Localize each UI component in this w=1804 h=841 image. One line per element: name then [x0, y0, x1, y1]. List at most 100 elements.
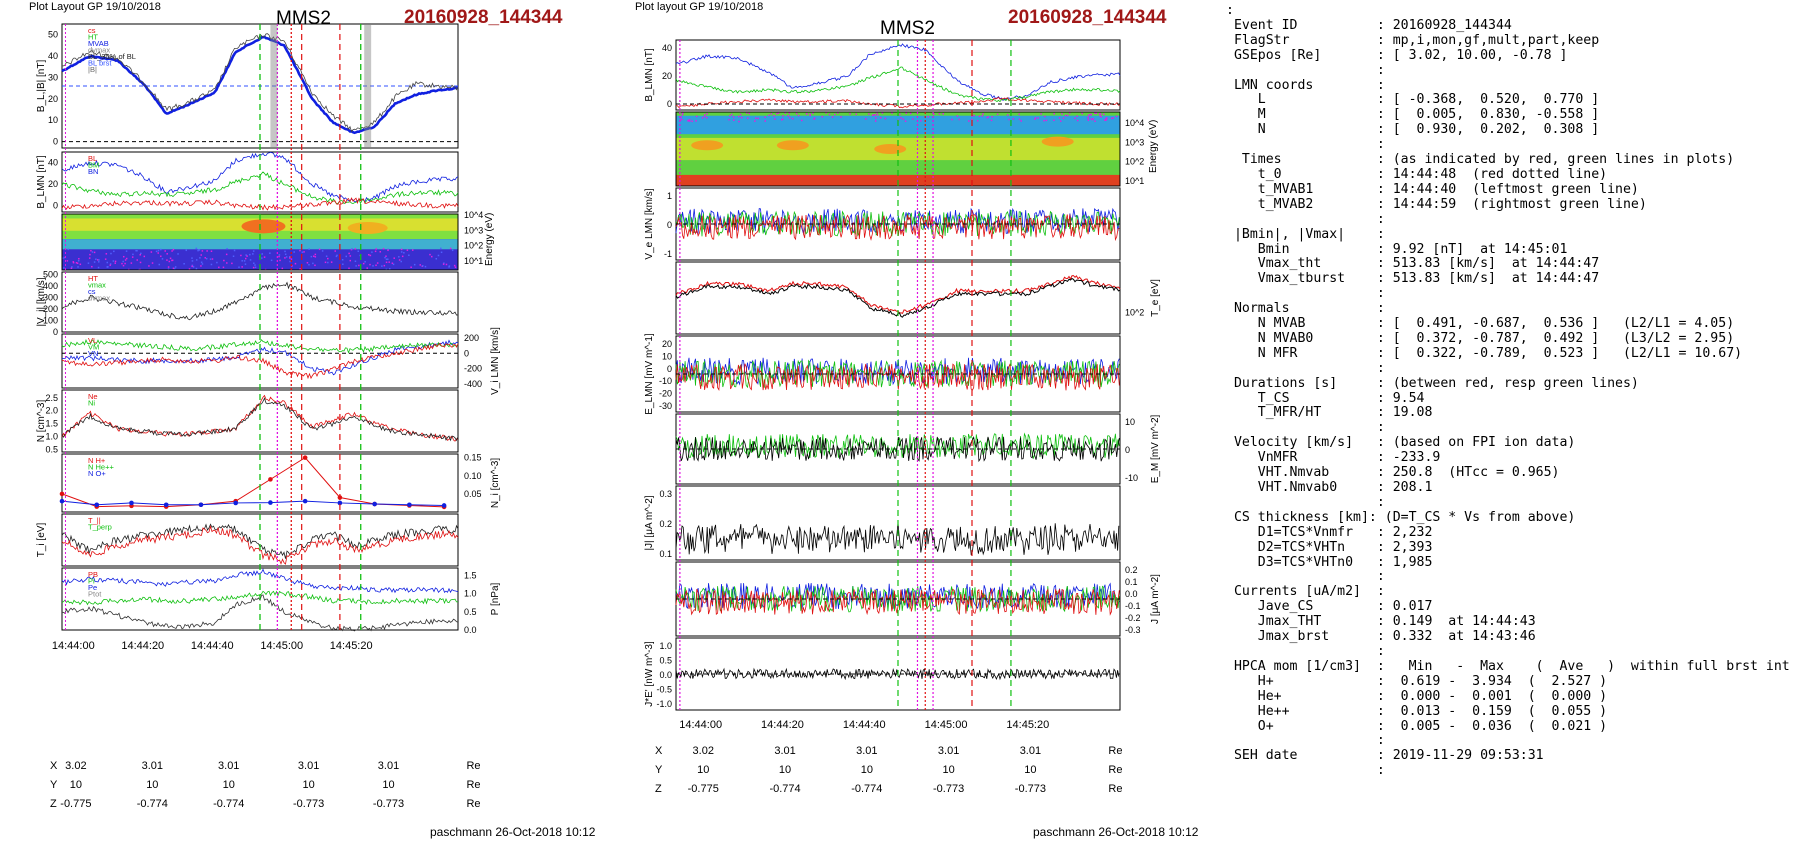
- summary-line: He++ : 0.013 - 0.159 ( 0.055 ): [1226, 703, 1608, 719]
- legend-entry: Pe: [88, 583, 97, 592]
- spectrogram-speck: [768, 114, 770, 117]
- spectrogram-speck: [990, 119, 993, 122]
- y-axis-label: |J| [μA m^-2]: [644, 495, 655, 550]
- spectrogram-speck: [306, 262, 309, 264]
- summary-line: M : [ 0.005, 0.830, -0.558 ]: [1226, 107, 1600, 123]
- y-axis-label: T_e [eV]: [1150, 279, 1161, 317]
- y-axis-label: J [μA m^-2]: [1150, 574, 1161, 624]
- spectrogram-speck: [93, 251, 96, 254]
- spectrogram-speck: [1105, 117, 1107, 120]
- summary-line: Vmax_tburst : 513.83 [km/s] at 14:44:47: [1226, 271, 1600, 287]
- spectrogram-speck: [400, 251, 403, 253]
- spectrogram-speck: [1115, 115, 1118, 118]
- spectrogram-speck: [987, 116, 990, 118]
- spectrogram-speck: [1091, 118, 1094, 121]
- spectrogram-speck: [389, 268, 391, 270]
- spectrogram-speck: [155, 250, 158, 253]
- spectrogram-speck: [270, 259, 273, 262]
- y-tick-label: 0.3: [659, 489, 672, 499]
- spectrogram-speck: [1068, 112, 1071, 114]
- y-tick-label: -10: [659, 376, 672, 386]
- legend-entry: MVAB: [88, 39, 109, 48]
- spectrogram-speck: [110, 252, 112, 255]
- coord-value: 3.01: [377, 760, 400, 772]
- legend-entry: N O+: [88, 469, 106, 478]
- spectrogram-speck: [681, 114, 684, 116]
- spectrogram-speck: [294, 262, 297, 265]
- legend-entry: cs: [88, 287, 96, 296]
- spectrogram-speck: [899, 113, 901, 116]
- spectrogram-speck: [91, 251, 94, 253]
- spectrogram-speck: [143, 255, 146, 258]
- summary-line: VHT.Nmvab : 250.8 (HTcc = 0.965): [1226, 465, 1560, 481]
- spectrogram-speck: [411, 249, 414, 251]
- legend-entry: HT: [88, 33, 98, 42]
- spectrogram-speck: [904, 120, 907, 122]
- y-tick-label: -0.1: [1125, 601, 1141, 611]
- spectrogram-speck: [443, 262, 445, 264]
- y-tick-label: 0.5: [464, 607, 477, 617]
- spectrogram-speck: [435, 258, 438, 260]
- legend-entry: |B|: [88, 65, 97, 74]
- y-tick-label: 20: [662, 71, 672, 81]
- spectrogram-speck: [440, 251, 443, 254]
- spectrogram-speck: [191, 265, 193, 268]
- energy-tick-label: 10^1: [464, 256, 483, 266]
- spectrogram-speck: [400, 260, 402, 263]
- coord-value: 3.01: [141, 760, 164, 772]
- spectrogram-speck: [278, 255, 280, 258]
- spectrogram-speck: [90, 249, 92, 252]
- spectrogram-speck: [174, 266, 177, 268]
- spectrogram-speck: [383, 264, 386, 267]
- summary-line: :: [1226, 494, 1385, 510]
- spectrogram-speck: [166, 253, 168, 255]
- spectrogram-speck: [172, 267, 175, 270]
- spectrogram-speck: [106, 261, 109, 264]
- y-axis-label: J*E' [nW m^-3]: [644, 641, 655, 707]
- spectrogram-speck: [382, 247, 385, 250]
- spectrogram-speck: [67, 248, 70, 251]
- spectrogram-speck: [371, 251, 373, 253]
- middle-footer: paschmann 26-Oct-2018 10:12: [1033, 825, 1199, 839]
- spectrogram-speck: [1099, 113, 1102, 115]
- spectrogram-speck: [884, 117, 887, 120]
- y-axis-label: P [nPa]: [490, 582, 501, 615]
- spectrogram-speck: [150, 251, 153, 253]
- spectrogram-speck: [310, 255, 313, 258]
- spectrogram-speck: [122, 264, 125, 267]
- spectrogram-speck: [284, 257, 286, 259]
- spectrogram-speck: [157, 252, 159, 254]
- energy-tick-label: 10^2: [464, 241, 483, 251]
- spectrogram-speck: [1008, 118, 1010, 121]
- spectrogram-speck: [198, 249, 201, 251]
- spectrogram-speck: [376, 262, 379, 264]
- spectrogram-speck: [393, 257, 395, 259]
- spectrogram-speck: [1043, 119, 1045, 122]
- spectrogram-speck: [1040, 113, 1042, 115]
- spectrogram-speck: [314, 264, 316, 267]
- spectrogram-speck: [188, 268, 191, 270]
- spectrogram-speck: [191, 264, 194, 267]
- y-tick-label: 20: [48, 94, 58, 104]
- spectrogram-speck: [238, 266, 240, 268]
- energy-axis-label: Energy (eV): [1148, 120, 1159, 173]
- spectrogram-speck: [211, 258, 214, 260]
- spectrogram-speck: [97, 266, 100, 269]
- spectrogram-speck: [385, 255, 387, 257]
- spectrogram-speck: [171, 250, 173, 252]
- spectrogram-speck: [813, 118, 815, 120]
- coord-unit: Re: [1108, 783, 1123, 795]
- spectrogram-speck: [1053, 112, 1055, 115]
- spectrogram-speck: [1064, 114, 1067, 117]
- spectrogram-speck: [424, 265, 427, 268]
- legend-entry: N H+: [88, 456, 106, 465]
- spectrogram-speck: [732, 116, 735, 118]
- spectrogram-speck: [777, 112, 780, 114]
- spectrogram-speck: [982, 113, 984, 115]
- energy-tick-label: 10^4: [464, 210, 483, 220]
- spectrogram-speck: [70, 267, 73, 270]
- coord-value: -0.773: [372, 798, 405, 810]
- spectrogram-speck: [891, 112, 893, 114]
- y-tick-label: 0.2: [659, 519, 672, 529]
- y-tick-label: 0.15: [464, 453, 482, 463]
